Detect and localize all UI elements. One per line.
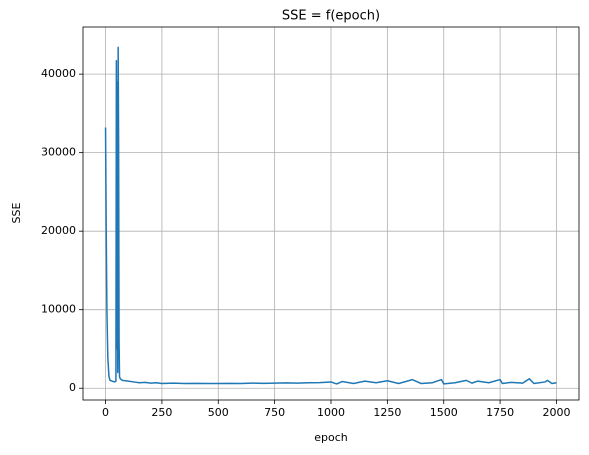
y-tick-label: 20000	[41, 224, 76, 237]
x-tick-label: 250	[151, 406, 172, 419]
chart-title: SSE = f(epoch)	[282, 9, 380, 24]
plot-frame	[82, 26, 580, 401]
x-axis-label: epoch	[314, 431, 348, 444]
x-tick-label: 2000	[542, 406, 570, 419]
y-tick-label: 0	[69, 381, 76, 394]
x-tick-label: 1750	[486, 406, 514, 419]
data-line	[104, 46, 557, 385]
x-tick-label: 750	[264, 406, 285, 419]
y-tick-label: 10000	[41, 303, 76, 316]
y-tick-label: 30000	[41, 146, 76, 159]
y-axis-label: SSE	[10, 202, 23, 223]
x-tick-label: 1000	[317, 406, 345, 419]
x-tick-label: 1250	[373, 406, 401, 419]
x-tick-label: 0	[102, 406, 109, 419]
y-tick-label: 40000	[41, 67, 76, 80]
x-tick-label: 1500	[430, 406, 458, 419]
x-tick-label: 500	[208, 406, 229, 419]
